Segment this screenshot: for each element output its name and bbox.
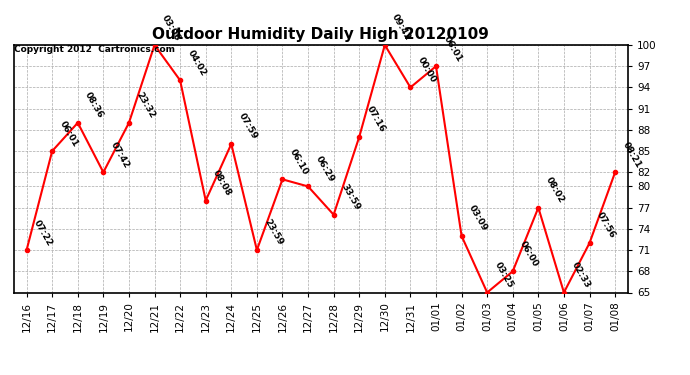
Text: 07:16: 07:16 — [365, 105, 387, 134]
Text: 06:29: 06:29 — [314, 154, 336, 184]
Text: 03:09: 03:09 — [467, 204, 489, 233]
Text: Copyright 2012  Cartronics.com: Copyright 2012 Cartronics.com — [14, 45, 175, 54]
Text: 02:33: 02:33 — [569, 261, 591, 290]
Text: 07:56: 07:56 — [595, 211, 617, 240]
Text: 07:42: 07:42 — [109, 140, 131, 170]
Text: 23:59: 23:59 — [262, 218, 284, 247]
Text: 03:06: 03:06 — [160, 13, 182, 42]
Text: 04:02: 04:02 — [186, 48, 208, 78]
Text: 08:21: 08:21 — [621, 140, 642, 170]
Text: 03:25: 03:25 — [493, 261, 515, 290]
Text: 06:10: 06:10 — [288, 147, 310, 177]
Text: 23:32: 23:32 — [135, 91, 157, 120]
Title: Outdoor Humidity Daily High 20120109: Outdoor Humidity Daily High 20120109 — [152, 27, 489, 42]
Text: 08:08: 08:08 — [211, 169, 233, 198]
Text: 08:36: 08:36 — [83, 91, 106, 120]
Text: 07:22: 07:22 — [32, 218, 55, 247]
Text: 06:00: 06:00 — [518, 240, 540, 268]
Text: 08:02: 08:02 — [544, 176, 566, 205]
Text: 09:42: 09:42 — [391, 13, 413, 42]
Text: 33:59: 33:59 — [339, 183, 362, 212]
Text: 00:00: 00:00 — [416, 56, 438, 85]
Text: 06:01: 06:01 — [58, 119, 80, 148]
Text: 06:01: 06:01 — [442, 34, 464, 63]
Text: 07:59: 07:59 — [237, 112, 259, 141]
